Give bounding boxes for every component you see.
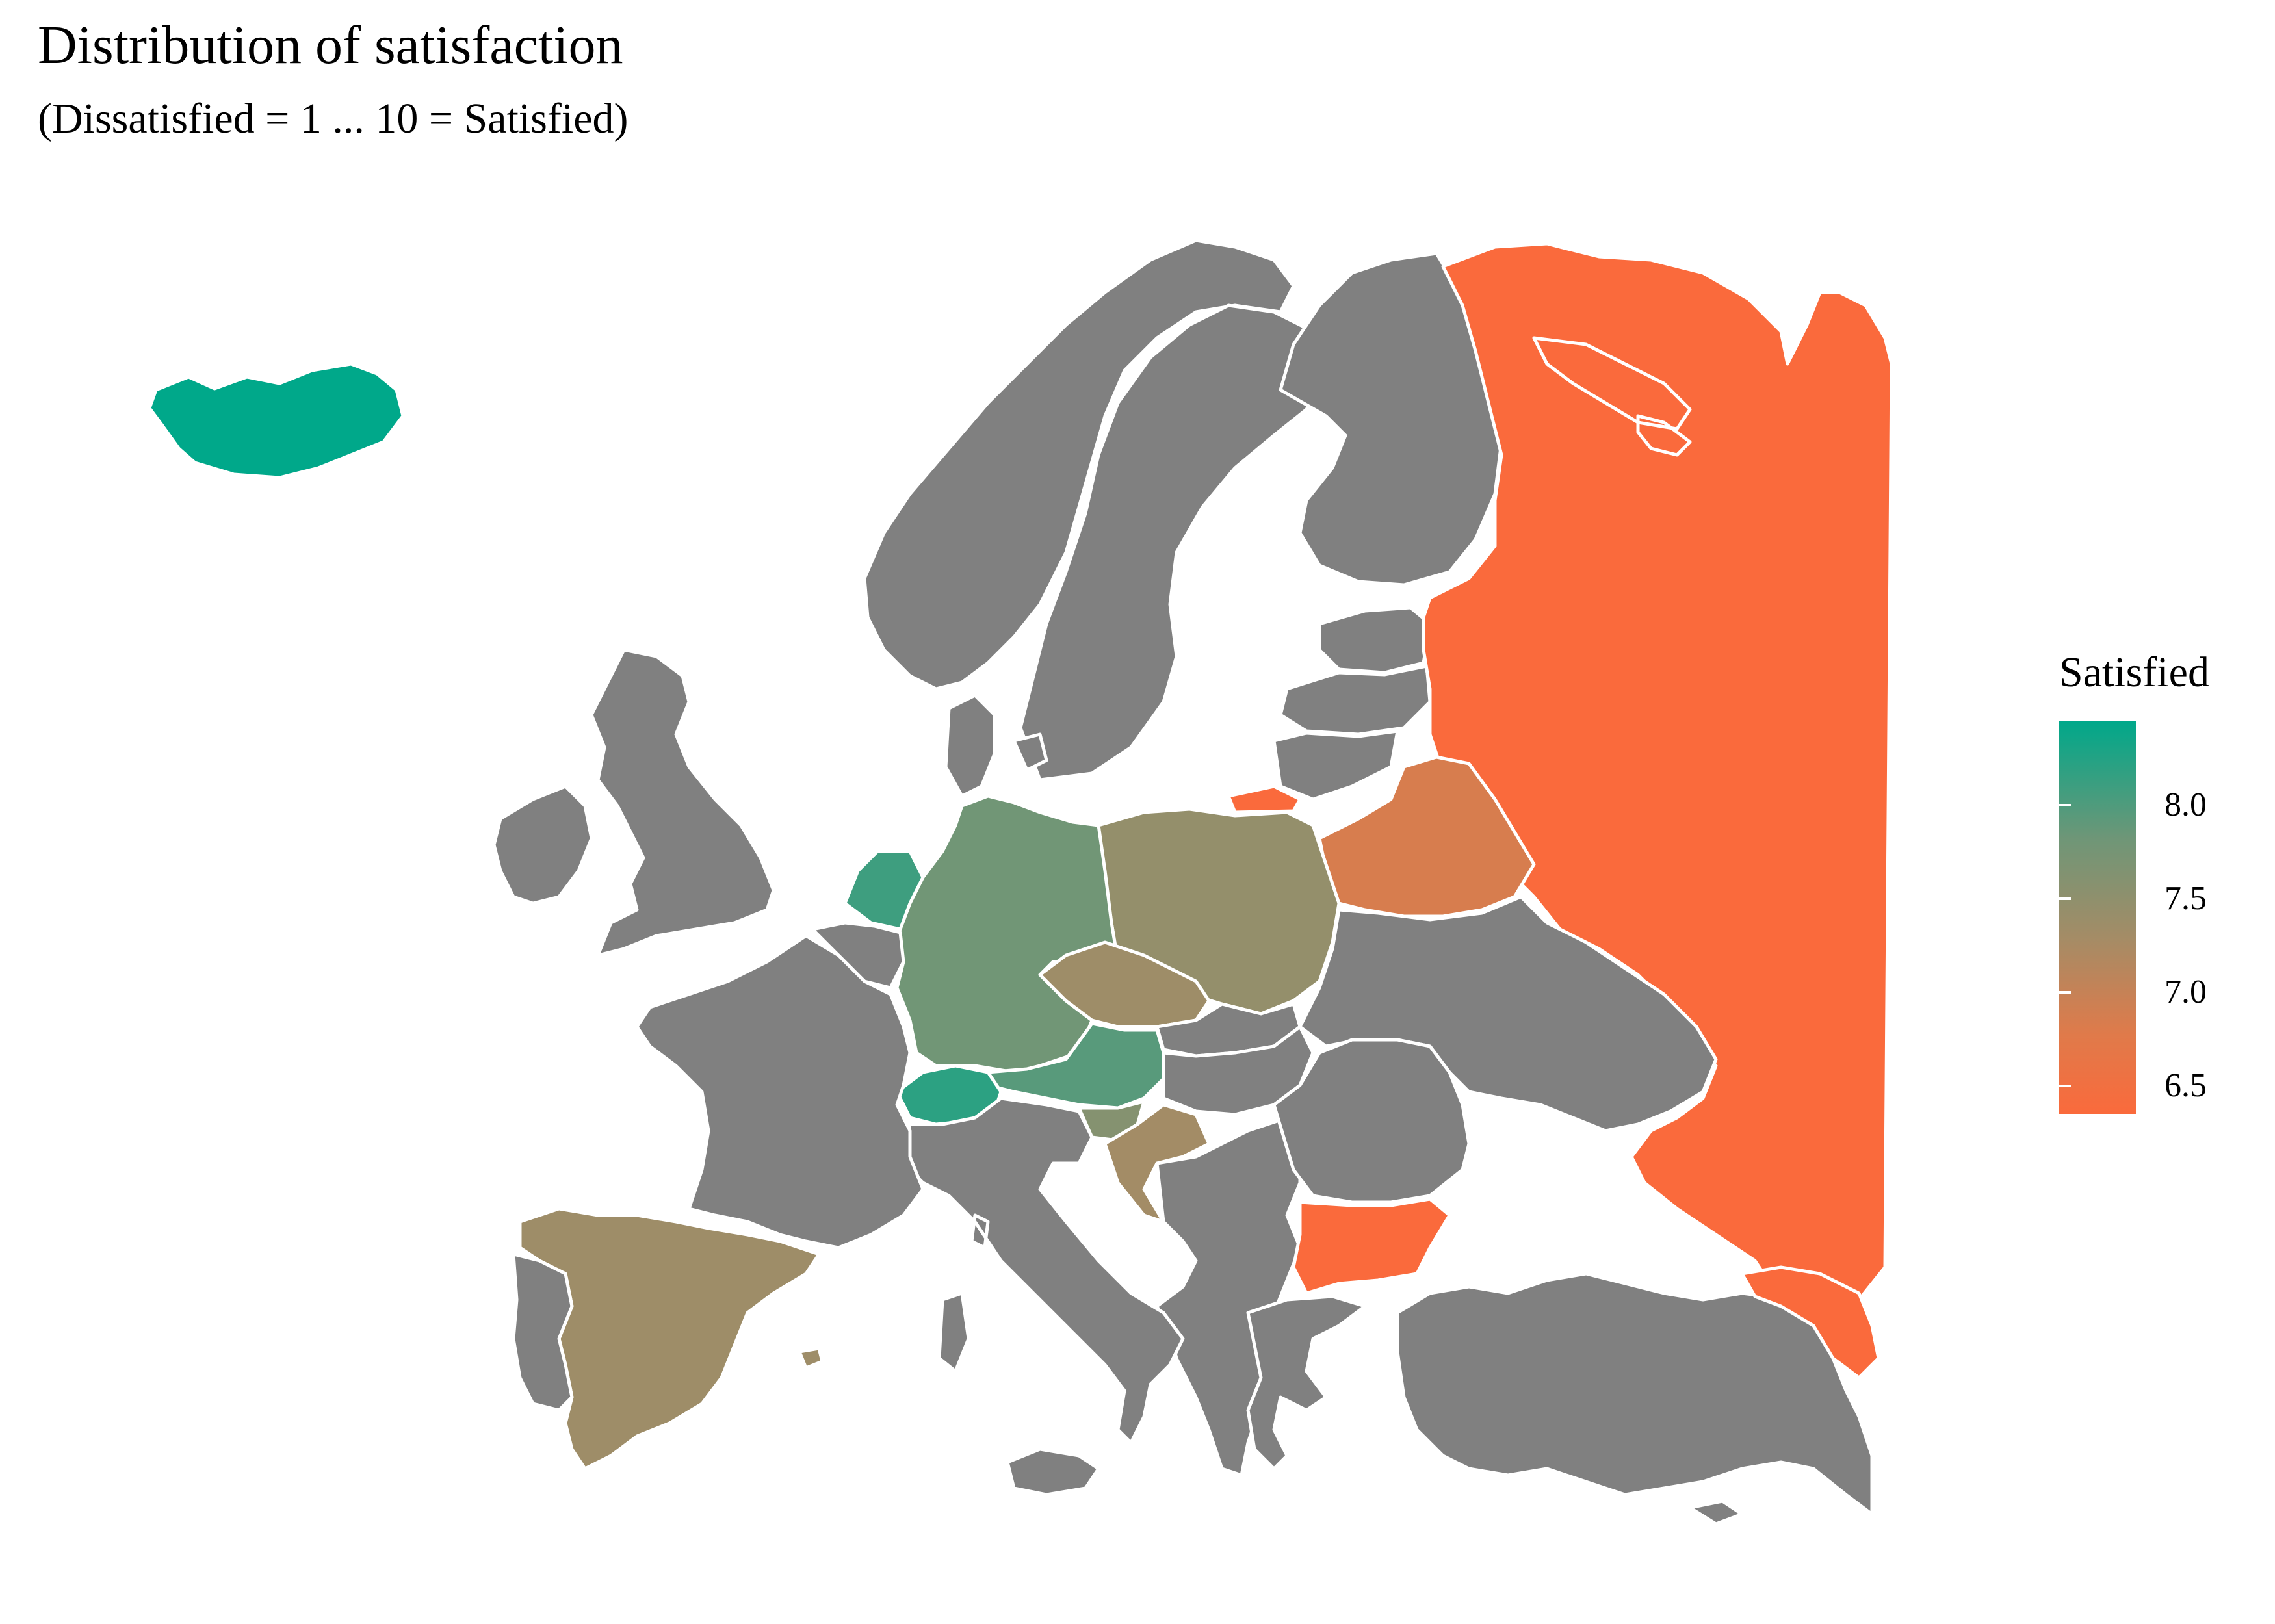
country-spain: [518, 1207, 824, 1471]
country-france: [635, 934, 925, 1250]
country-ireland: [492, 784, 593, 905]
legend-tick-label: 7.5: [2164, 880, 2207, 918]
legend-title: Satisfied: [2059, 649, 2209, 696]
country-cyprus: [1688, 1499, 1744, 1526]
legend-tick-label: 8.0: [2164, 786, 2207, 824]
legend-tick-mark: [2136, 991, 2148, 994]
legend-tick-label: 6.5: [2164, 1066, 2207, 1104]
country-norway: [863, 238, 1295, 691]
legend-tick-mark-left: [2059, 991, 2071, 994]
country-latvia: [1279, 664, 1432, 736]
country-romania: [1272, 1038, 1471, 1204]
legend-colorbar: [2059, 721, 2136, 1114]
country-turkey: [1396, 1272, 1874, 1516]
country-portugal: [512, 1252, 574, 1412]
country-denmark: [944, 693, 1048, 798]
country-caucasus-region: [1740, 1265, 1880, 1380]
country-estonia: [1318, 606, 1432, 675]
country-balkans: [1155, 1116, 1302, 1477]
legend-tick-mark-left: [2059, 804, 2071, 807]
chart-title: Distribution of satisfaction: [38, 15, 623, 75]
legend-tick-mark-left: [2059, 1084, 2071, 1087]
country-greece: [1246, 1295, 1367, 1471]
country-netherlands: [843, 849, 925, 931]
country-bulgaria: [1292, 1197, 1451, 1295]
legend-tick-mark: [2136, 897, 2148, 901]
legend-tick-mark-left: [2059, 897, 2071, 901]
country-belarus: [1318, 755, 1536, 918]
country-united-kingdom: [590, 648, 775, 957]
country-lithuania: [1272, 729, 1399, 801]
country-russia-kaliningrad: [1227, 784, 1302, 814]
legend-tick-mark: [2136, 1084, 2148, 1087]
country-czechia: [1038, 940, 1211, 1029]
legend-tick-mark: [2136, 804, 2148, 807]
country-iceland: [148, 362, 405, 480]
country-italy: [902, 1096, 1185, 1497]
country-finland: [1279, 251, 1503, 587]
legend-tick-label: 7.0: [2164, 973, 2207, 1011]
country-russia: [1422, 242, 1893, 1360]
chart-subtitle: (Dissatisfied = 1 ... 10 = Satisfied): [38, 95, 629, 142]
